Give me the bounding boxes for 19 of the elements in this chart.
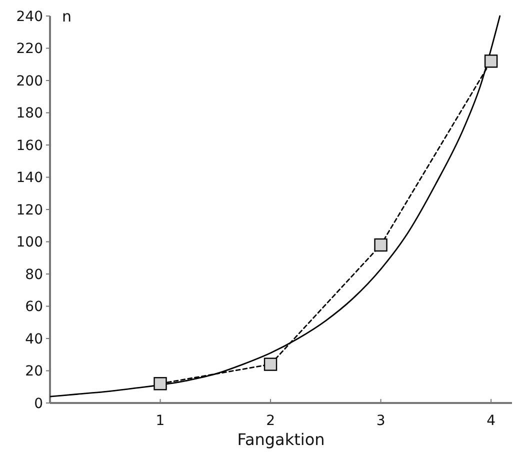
y-tick-label: 0 xyxy=(34,396,43,412)
y-tick-label: 40 xyxy=(25,331,43,348)
y-tick-label: 180 xyxy=(16,106,43,122)
y-tick-label: 20 xyxy=(25,364,43,380)
x-tick-label: 3 xyxy=(376,413,386,429)
y-tick-label: 120 xyxy=(16,202,43,218)
x-tick-label: 4 xyxy=(486,413,496,429)
y-tick-label: 100 xyxy=(16,234,43,251)
x-tick-label: 1 xyxy=(156,413,165,429)
y-tick-label: 60 xyxy=(25,299,43,316)
y-tick-label: 160 xyxy=(16,138,43,154)
y-tick-label: 200 xyxy=(16,73,43,90)
x-axis-title: Fangaktion xyxy=(237,430,325,449)
x-tick-label: 2 xyxy=(266,413,275,429)
y-tick-label: 240 xyxy=(16,8,43,25)
y-axis-title: n xyxy=(62,7,72,26)
y-tick-label: 220 xyxy=(16,41,43,58)
y-tick-label: 80 xyxy=(25,266,43,283)
y-tick-label: 140 xyxy=(16,170,43,186)
